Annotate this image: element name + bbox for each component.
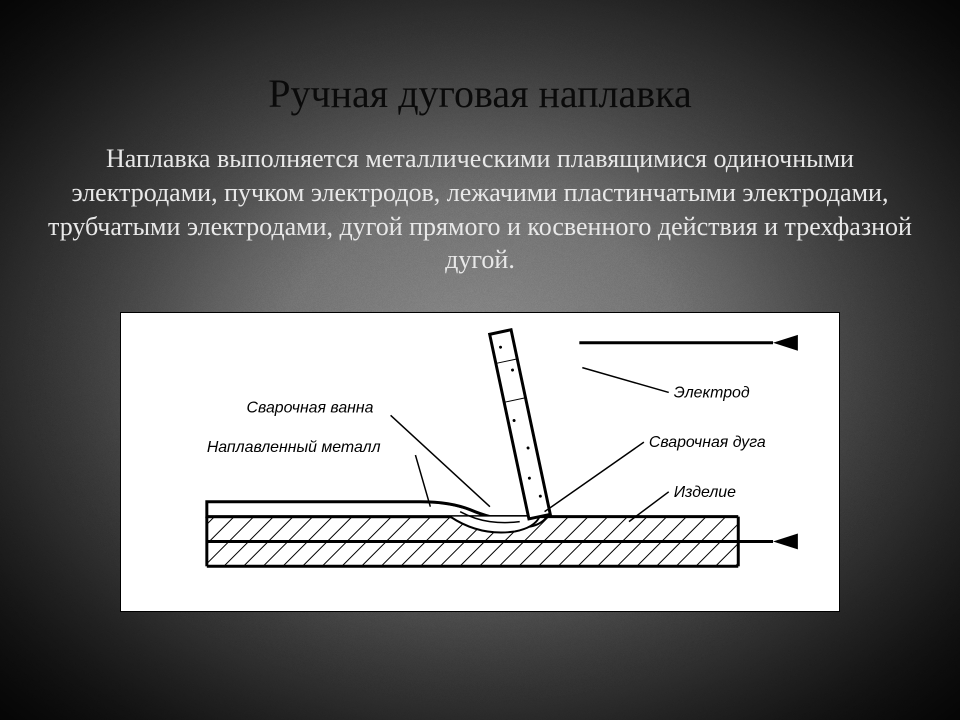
- label-deposited-metal: Наплавленный металл: [207, 439, 381, 456]
- label-workpiece: Изделие: [674, 484, 736, 501]
- label-weld-pool: Сварочная ванна: [247, 400, 374, 417]
- electrode-shape: [490, 330, 551, 519]
- welding-diagram: Сварочная ванна Наплавленный металл Элек…: [120, 312, 840, 612]
- label-weld-arc: Сварочная дуга: [649, 434, 766, 451]
- diagram-svg: Сварочная ванна Наплавленный металл Элек…: [121, 313, 839, 611]
- bottom-lead: [738, 534, 798, 550]
- slide-content: Ручная дуговая наплавка Наплавка выполня…: [0, 0, 960, 612]
- label-electrode: Электрод: [674, 385, 750, 402]
- page-title: Ручная дуговая наплавка: [0, 70, 960, 117]
- top-lead: [579, 335, 798, 351]
- description-text: Наплавка выполняется металлическими плав…: [0, 142, 960, 277]
